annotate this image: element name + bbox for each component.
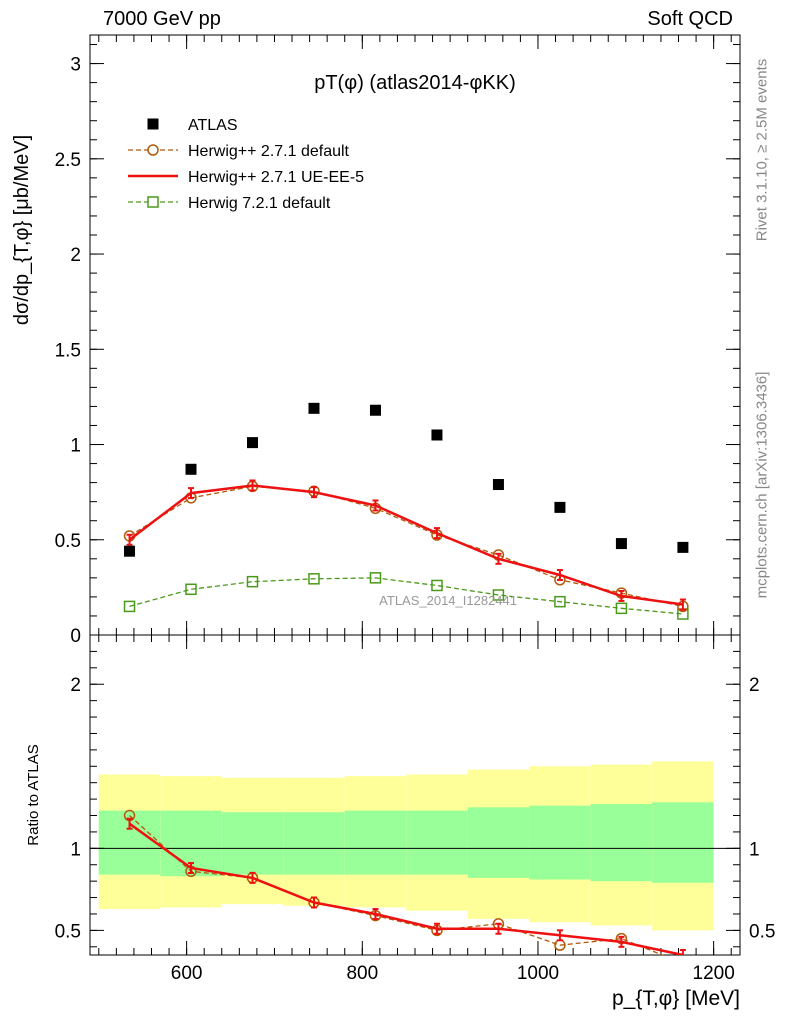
- legend-entry-label: Herwig 7.2.1 default: [188, 195, 331, 212]
- ratio-y-tick-label: 0.5: [55, 921, 81, 942]
- herwig7-default-marker: [185, 583, 197, 596]
- main-panel: 0 0.5 1 1.5 2 2.5 3 ATLAS_2014_I1282441 pT(φ) …: [11, 34, 741, 647]
- y-tick-label: 0.5: [55, 531, 81, 552]
- atlas-data-marker: [185, 463, 197, 475]
- legend-swatch: [147, 118, 159, 130]
- uncertainty-band-inner: [467, 807, 530, 878]
- atlas-data-marker: [124, 545, 136, 557]
- atlas-data-marker: [247, 437, 258, 449]
- herwig7-default-line: [129, 577, 683, 615]
- y-tick-label: 3: [70, 55, 81, 76]
- category-label: Soft QCD: [647, 8, 733, 30]
- x-tick-label: 800: [346, 963, 378, 984]
- rivet-label: Rivet 3.1.10, ≥ 2.5M events: [753, 58, 771, 242]
- y-tick-label: 1.5: [55, 340, 81, 361]
- ratio-series-group: [123, 809, 688, 968]
- y-tick-label: 0: [70, 626, 81, 647]
- uncertainty-band-inner: [221, 812, 284, 875]
- energy-label: 7000 GeV pp: [103, 8, 221, 30]
- uncertainty-band-inner: [652, 802, 714, 883]
- ratio-y-tick-label-right: 1: [749, 839, 760, 860]
- atlas-data-marker: [431, 429, 443, 441]
- y-tick-label: 1: [70, 436, 81, 457]
- uncertainty-band-inner: [590, 804, 653, 882]
- ratio-y-tick-label-right: 0.5: [749, 921, 775, 942]
- uncertainty-band-inner: [529, 805, 591, 880]
- x-tick-label: 1000: [517, 963, 559, 984]
- atlas-data-marker: [677, 541, 689, 553]
- atlas-data-marker: [492, 479, 504, 491]
- atlas-data-marker: [554, 501, 566, 513]
- herwig7-default-marker: [492, 589, 505, 601]
- ratio-y-tick-label-right: 2: [749, 675, 760, 696]
- ratio-herwigpp-default-line: [129, 815, 665, 955]
- herwig7-default-marker: [123, 600, 136, 613]
- ratio-y-tick-label: 2: [70, 675, 81, 696]
- plot-title: pT(φ) (atlas2014-φKK): [314, 72, 516, 94]
- legend-swatch: [147, 196, 159, 208]
- uncertainty-band-inner: [406, 810, 468, 875]
- legend: ATLAS Herwig++ 2.7.1 default Herwig++ 2.7.…: [128, 117, 364, 212]
- herwig7-default-marker: [308, 573, 320, 585]
- herwig7-default-marker: [246, 575, 259, 588]
- ratio-y-tick-label: 1: [70, 839, 81, 860]
- ratio-herwigpp-ue-ee-5-line: [128, 822, 684, 955]
- herwig7-default-marker: [615, 602, 628, 615]
- x-tick-label: 1200: [693, 963, 735, 984]
- herwig7-default-marker: [369, 572, 382, 584]
- atlas-data-marker: [369, 404, 381, 416]
- watermark-label: ATLAS_2014_I1282441: [379, 593, 517, 608]
- atlas-data-marker: [308, 402, 320, 414]
- herwig7-default-marker: [554, 595, 566, 608]
- uncertainty-band-inner: [283, 812, 345, 875]
- herwigpp-ue-ee-5-line: [128, 484, 684, 606]
- source-label: mcplots.cern.ch [arXiv:1306.3436]: [753, 371, 771, 599]
- y-tick-label: 2: [70, 245, 81, 266]
- legend-entry-label: Herwig++ 2.7.1 UE-EE-5: [188, 169, 364, 186]
- ratio-herwigpp-default-marker: [678, 958, 688, 968]
- legend-entry-label: Herwig++ 2.7.1 default: [188, 143, 350, 160]
- y-tick-label: 2.5: [55, 150, 81, 171]
- uncertainty-band-inner: [344, 810, 407, 875]
- herwig7-default-marker: [431, 579, 443, 592]
- ratio-ylabel: Ratio to ATLAS: [25, 744, 42, 845]
- main-ylabel: dσ/dp_{T,φ} [μb/MeV]: [11, 135, 33, 325]
- x-axis-label: p_{T,φ} [MeV]: [612, 987, 740, 1010]
- legend-entry-label: ATLAS: [188, 117, 238, 134]
- legend-swatch: [147, 144, 159, 156]
- x-tick-label: 600: [171, 963, 203, 984]
- atlas-data-marker: [615, 538, 627, 550]
